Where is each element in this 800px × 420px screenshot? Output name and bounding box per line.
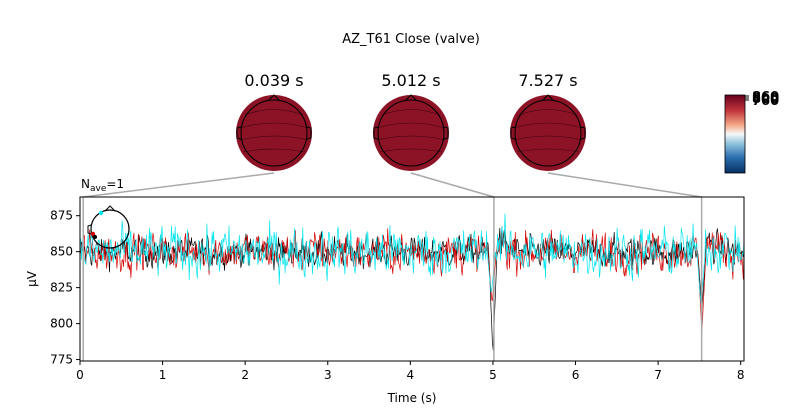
- sensor-head-outline: [90, 209, 130, 249]
- x-tick-label: 6: [572, 368, 580, 382]
- topomap-time-label: 7.527 s: [518, 71, 577, 90]
- x-tick-label: 5: [489, 368, 497, 382]
- ear-right-icon: [580, 126, 586, 140]
- ear-left-icon: [510, 126, 516, 140]
- head-outline: [377, 99, 445, 167]
- colorbar: [724, 94, 746, 174]
- topomap-head: [236, 95, 312, 171]
- connectors: [83, 172, 702, 198]
- topomap-contours: [376, 109, 446, 153]
- y-tick-label: 800: [50, 317, 73, 331]
- nose-icon: [267, 94, 281, 102]
- x-axis-label: Time (s): [387, 391, 437, 405]
- y-tick-label: 875: [50, 209, 73, 223]
- topomap-2: 7.527 s: [510, 71, 586, 171]
- nose-icon: [404, 94, 418, 102]
- head-outline: [514, 99, 582, 167]
- trace-line: [80, 226, 744, 332]
- trace-line: [80, 213, 744, 305]
- y-tick-label: 850: [50, 245, 73, 259]
- x-tick-label: 1: [159, 368, 167, 382]
- topomap-0: 0.039 s: [236, 71, 312, 171]
- topomap-contours: [239, 109, 309, 153]
- time-markers: [82, 197, 703, 361]
- connector-line: [83, 172, 275, 198]
- x-tick-label: 8: [737, 368, 745, 382]
- head-outline: [240, 99, 308, 167]
- topomap-contours: [513, 109, 583, 153]
- y-axis: 775 800 825 850 875: [50, 209, 80, 367]
- connector-line: [547, 172, 702, 198]
- ear-right-icon: [306, 126, 312, 140]
- x-tick-label: 0: [76, 368, 84, 382]
- y-tick-label: 775: [50, 353, 73, 367]
- traces: [80, 213, 744, 351]
- ear-left-icon: [373, 126, 379, 140]
- x-tick-label: 2: [241, 368, 249, 382]
- topomap-time-label: 5.012 s: [381, 71, 440, 90]
- ear-left-icon: [87, 224, 92, 235]
- x-axis: 0 1 2 3 4 5 6 7 8: [76, 361, 745, 382]
- sensor-dot: [98, 210, 104, 216]
- colorbar-tick-label: 860: [752, 90, 779, 105]
- topomap-1: 5.012 s: [373, 71, 449, 171]
- topomap-head: [510, 95, 586, 171]
- ear-left-icon: [236, 126, 242, 140]
- ear-right-icon: [443, 126, 449, 140]
- x-tick-label: 7: [654, 368, 662, 382]
- figure-title: AZ_T61 Close (valve): [342, 32, 480, 47]
- y-axis-label: µV: [25, 270, 39, 287]
- colorbar-ticks: 860 800 760: [745, 90, 779, 109]
- sensor-inset: [87, 205, 130, 249]
- sensor-dot: [93, 235, 97, 239]
- x-tick-label: 3: [324, 368, 332, 382]
- connector-line: [410, 172, 495, 198]
- nose-icon: [104, 205, 116, 212]
- x-tick-label: 4: [407, 368, 415, 382]
- colorbar-tick-label: 760: [752, 94, 779, 109]
- plot-frame: [79, 196, 745, 362]
- topomap-time-label: 0.039 s: [244, 71, 303, 90]
- nave-label: Nave=1: [81, 177, 124, 194]
- colorbar-tick-label: 800: [752, 92, 779, 107]
- sensor-dot: [90, 231, 96, 237]
- y-tick-label: 825: [50, 281, 73, 295]
- topomap-head: [373, 95, 449, 171]
- nose-icon: [541, 94, 555, 102]
